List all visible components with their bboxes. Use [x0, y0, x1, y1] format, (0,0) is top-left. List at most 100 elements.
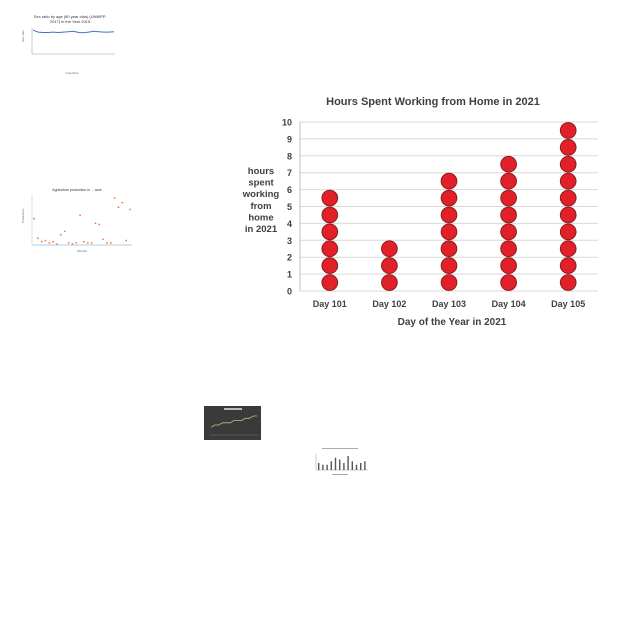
dot-mark — [559, 257, 577, 274]
y-tick-label: 2 — [287, 253, 292, 263]
y-tick-label: 7 — [287, 168, 292, 178]
mini-bar — [322, 464, 324, 470]
agriculture-point — [48, 241, 51, 244]
dot-mark — [321, 257, 339, 274]
dot-mark — [440, 206, 458, 224]
dot-mark — [381, 257, 398, 274]
mini-bar — [351, 461, 353, 470]
dot-mark — [559, 189, 577, 207]
dot-mark — [440, 172, 458, 190]
y-axis-title-line: home — [248, 212, 273, 223]
dot-mark — [500, 257, 517, 274]
dot-mark — [321, 274, 339, 291]
agriculture-point — [63, 230, 66, 233]
dot-mark — [559, 139, 577, 156]
dot-mark — [381, 274, 398, 291]
agriculture-point — [125, 239, 128, 242]
dot-mark — [559, 274, 577, 291]
x-tick-label: Day 101 — [313, 299, 347, 309]
y-axis-title-line: working — [242, 189, 280, 200]
agriculture-point — [67, 241, 70, 244]
dot-mark — [559, 223, 577, 241]
dot-mark — [321, 206, 339, 224]
hours-working-from-home-chart[interactable]: Hours Spent Working from Home in 2021 0 1… — [240, 88, 610, 333]
dark-thumbnail-title-bar — [224, 408, 242, 410]
mini-bar — [355, 464, 358, 470]
sex-ratio-thumbnail-svg: Sex ratio by age (80 year olds) (UNWPP, … — [21, 14, 115, 75]
agriculture-point — [121, 201, 124, 204]
dot-mark — [381, 240, 398, 258]
mini-bar — [360, 463, 362, 470]
dot-mark — [559, 240, 577, 258]
y-tick-label: 9 — [287, 134, 292, 144]
dot-mark — [321, 189, 339, 207]
agriculture-point — [36, 237, 39, 240]
dot-mark — [559, 155, 577, 173]
y-tick-label: 4 — [287, 219, 292, 229]
agriculture-point — [33, 217, 35, 220]
y-tick-label: 6 — [287, 185, 292, 195]
mini-bar — [343, 463, 345, 470]
agriculture-point — [94, 222, 97, 225]
x-axis-ticks: Day 101 Day 102 Day 103 Day 104 Day 105 — [313, 299, 585, 309]
y-axis-title-line: from — [250, 201, 271, 212]
dot-mark — [440, 223, 458, 241]
agriculture-thumbnail-chart[interactable]: Agriculture production in ... acre Month… — [20, 185, 134, 253]
dot-mark — [559, 172, 577, 190]
agriculture-point — [129, 208, 131, 211]
agriculture-point — [109, 241, 112, 244]
y-axis-title-line: hours — [248, 166, 274, 177]
dark-thumbnail-background — [204, 406, 261, 440]
x-tick-label: Day 105 — [551, 299, 585, 309]
sex-ratio-thumbnail-chart[interactable]: Sex ratio by age (80 year olds) (UNWPP, … — [20, 10, 120, 76]
agriculture-thumbnail-svg: Agriculture production in ... acre Month… — [21, 188, 132, 253]
dot-mark — [440, 274, 458, 291]
dot-mark — [440, 189, 458, 207]
chart-title: Hours Spent Working from Home in 2021 — [326, 96, 540, 108]
x-tick-label: Day 102 — [372, 299, 406, 309]
agriculture-point — [113, 197, 116, 199]
mini-bar — [364, 461, 366, 470]
sex-ratio-ylabel: Sex ratio — [21, 30, 25, 42]
agriculture-point — [56, 243, 58, 245]
bar-thumbnail-chart[interactable] — [308, 446, 370, 478]
y-tick-label: 3 — [287, 236, 292, 246]
bar-thumbnail-svg — [315, 448, 368, 475]
dot-mark — [500, 206, 517, 224]
agriculture-point — [98, 223, 101, 226]
agriculture-point — [40, 240, 43, 243]
y-axis-title-line: spent — [248, 178, 274, 189]
agriculture-point — [52, 240, 55, 243]
dot-mark — [321, 223, 339, 241]
agriculture-point — [75, 241, 78, 244]
dark-thumbnail-svg — [204, 406, 261, 440]
x-tick-label: Day 104 — [492, 299, 526, 309]
y-tick-label: 0 — [287, 287, 292, 297]
x-axis-title: Day of the Year in 2021 — [398, 317, 507, 328]
agriculture-title: Agriculture production in ... acre — [52, 188, 101, 192]
dot-mark — [440, 257, 458, 274]
dark-thumbnail-chart[interactable] — [204, 406, 261, 440]
gridlines — [299, 121, 598, 292]
dot-mark — [440, 240, 458, 258]
agriculture-points — [33, 197, 131, 245]
agriculture-xlabel: Months — [77, 249, 87, 253]
mini-bar — [330, 461, 332, 470]
sex-ratio-title-line1: Sex ratio by age (80 year olds) (UNWPP, — [34, 14, 106, 19]
mini-bar — [326, 464, 328, 470]
agriculture-point — [106, 241, 108, 244]
agriculture-point — [83, 240, 85, 243]
dot-mark — [559, 206, 577, 224]
dot-series — [321, 122, 577, 291]
bar-thumbnail-xlabel-bar — [332, 474, 348, 475]
sex-ratio-xlabel: Countries — [66, 71, 79, 75]
dot-mark — [500, 155, 517, 173]
dot-plot-svg: Hours Spent Working from Home in 2021 0 1… — [242, 96, 598, 328]
mini-bar — [334, 457, 337, 470]
dot-mark — [559, 122, 577, 139]
agriculture-point — [79, 214, 81, 217]
y-tick-label: 1 — [287, 270, 292, 280]
bar-thumbnail-bars — [318, 456, 366, 470]
y-tick-label: 8 — [287, 151, 292, 161]
y-axis-ticks: 0 1 2 3 4 5 6 7 8 9 10 — [282, 118, 292, 297]
